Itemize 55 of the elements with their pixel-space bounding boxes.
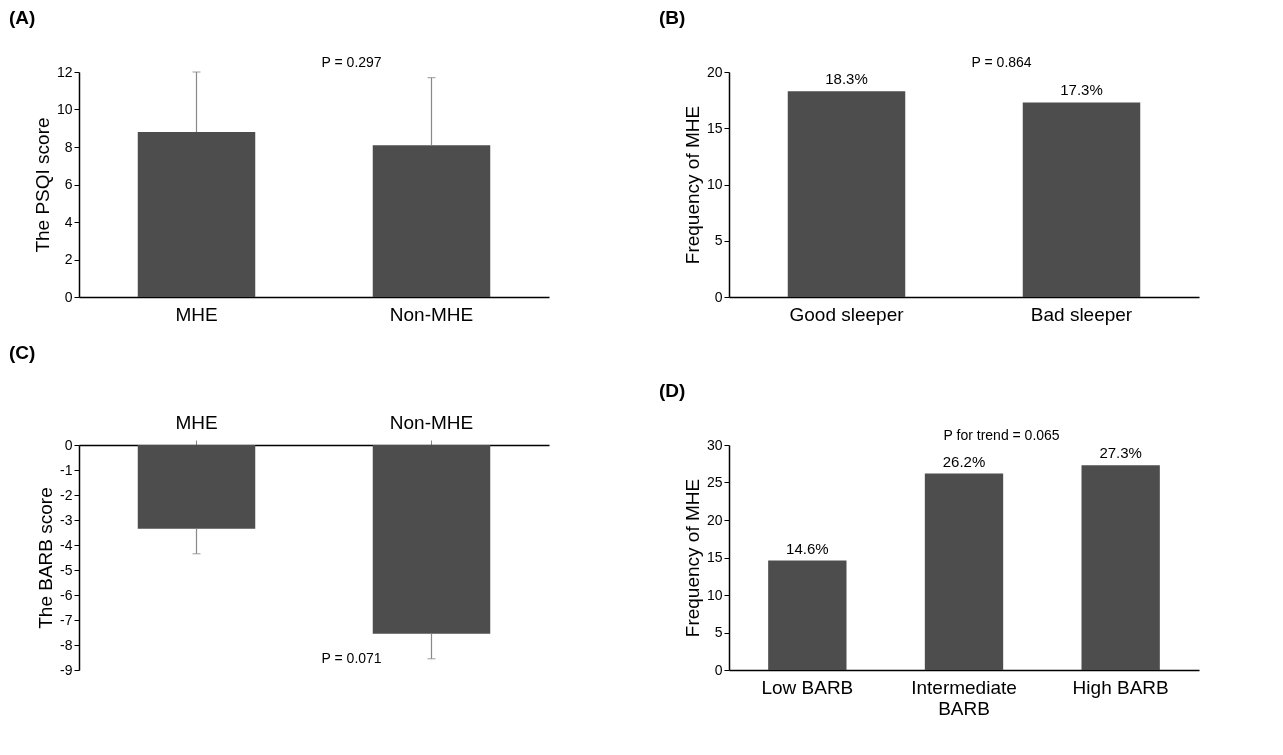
y-tick-label: 10 [706, 176, 723, 192]
x-tick-label: Non-MHE [389, 411, 474, 433]
data-label: 18.3% [825, 70, 868, 88]
y-tick-label: -5 [60, 561, 73, 578]
x-tick-label: MHE [175, 303, 218, 325]
y-axis-title: The PSQI score [31, 117, 53, 253]
data-label: 17.3% [1060, 81, 1103, 99]
x-tick-label: Low BARB [761, 676, 854, 698]
chart-title: (A) [9, 7, 36, 28]
text: P = 0.864 [971, 54, 1032, 70]
y-tick-label: 0 [64, 436, 73, 453]
text: P = 0.297 [321, 54, 382, 70]
chart-title: (B) [659, 7, 686, 28]
y-tick-label: 0 [714, 661, 723, 678]
y-tick-label: -9 [60, 661, 73, 678]
x-tick-label: Bad sleeper [1030, 303, 1133, 325]
y-tick-label: 5 [714, 232, 723, 249]
y-tick-label: 15 [706, 549, 723, 565]
x-tick-label: Intermediate BARB [911, 676, 1017, 719]
data-label: 14.6% [786, 539, 829, 557]
y-tick-label: -1 [60, 461, 73, 478]
y-tick-label: 2 [64, 251, 73, 267]
x-tick-label: MHE [175, 411, 218, 433]
y-tick-label: 8 [64, 138, 73, 155]
y-tick-label: 5 [714, 624, 723, 640]
y-tick-label: -8 [60, 636, 73, 653]
y-axis-title: Frequency of MHE [681, 478, 703, 638]
y-tick-label: 10 [56, 101, 73, 117]
text: P for trend = 0.065 [943, 427, 1060, 443]
chart-title: (C) [9, 342, 36, 363]
x-tick-label: High BARB [1072, 676, 1169, 698]
y-tick-label: -3 [60, 511, 73, 528]
y-tick-label: -7 [60, 611, 73, 628]
data-label: 27.3% [1099, 444, 1142, 462]
x-tick-label: Good sleeper [789, 303, 905, 325]
y-tick-label: 6 [64, 176, 73, 192]
annotation: P = 0.071 [321, 650, 382, 666]
y-tick-label: -2 [60, 486, 73, 503]
y-tick-label: 30 [706, 436, 723, 453]
y-tick-label: 4 [64, 213, 73, 230]
y-tick-label: -6 [60, 586, 73, 603]
y-tick-label: 0 [64, 288, 73, 305]
y-axis-title: Frequency of MHE [681, 105, 703, 265]
y-tick-label: 0 [714, 288, 723, 305]
y-tick-label: -4 [60, 536, 73, 553]
chart-title: (D) [659, 380, 686, 401]
y-tick-label: 20 [706, 511, 723, 528]
y-tick-label: 12 [56, 63, 73, 80]
data-label: 26.2% [942, 452, 986, 470]
y-tick-label: 10 [706, 586, 723, 603]
x-tick-label: Non-MHE [389, 303, 474, 325]
y-tick-label: 25 [706, 474, 723, 490]
y-tick-label: 20 [706, 63, 723, 80]
y-tick-label: 15 [706, 119, 723, 136]
y-axis-title: The BARB score [35, 487, 57, 629]
